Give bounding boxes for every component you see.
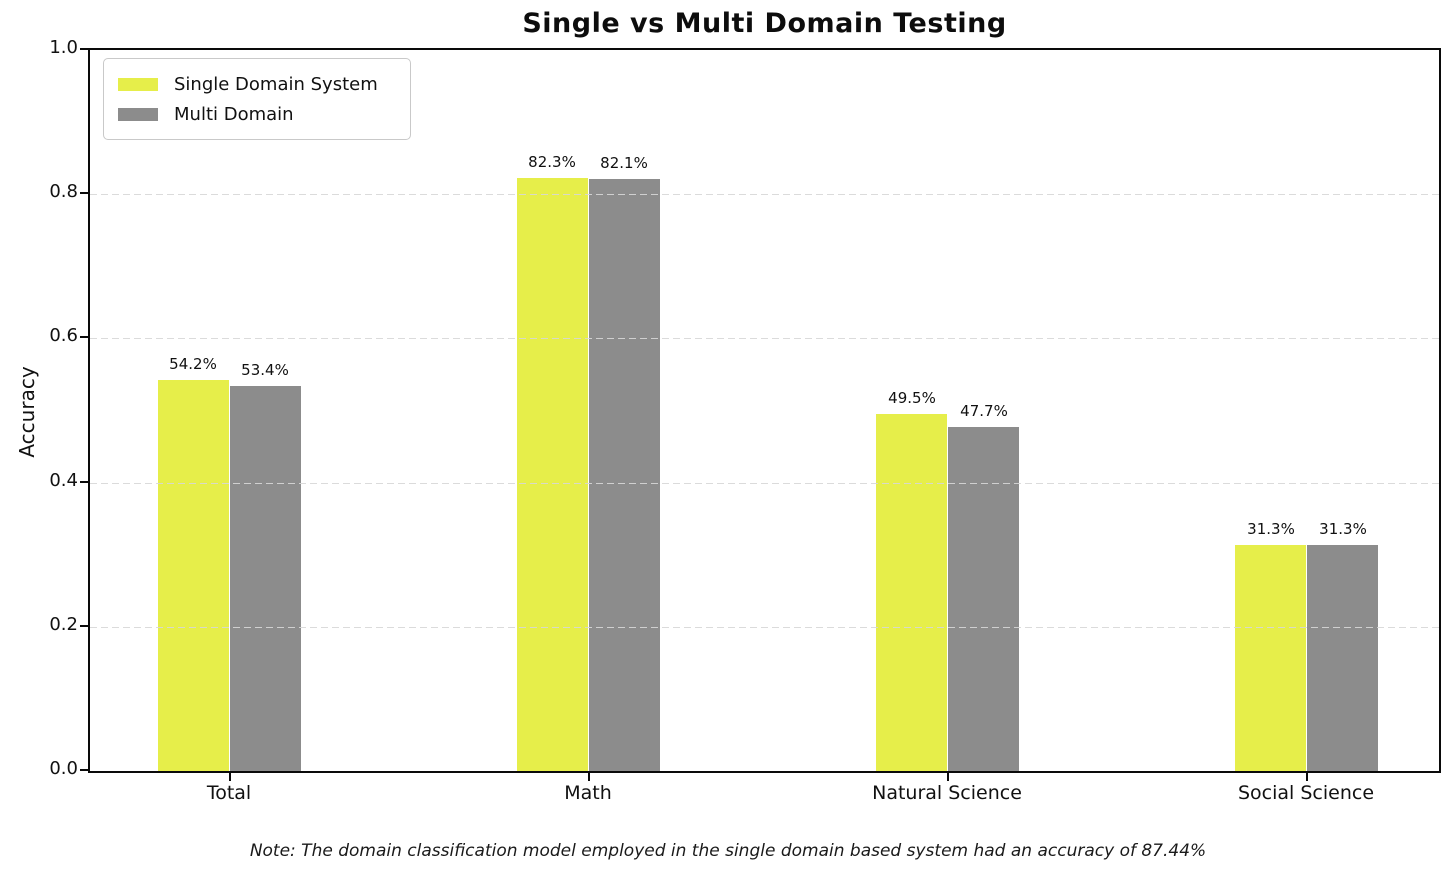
bar-multi-domain [1307,545,1378,771]
bar-value-label: 53.4% [241,361,289,379]
bar-value-label: 31.3% [1247,520,1295,538]
legend: Single Domain System Multi Domain [103,58,411,140]
y-tick-mark [80,769,88,771]
y-tick-mark [80,336,88,338]
legend-row: Single Domain System [118,69,398,99]
bar-single-domain [158,380,229,771]
y-tick-label: 0.8 [49,181,78,202]
bar-single-domain [1235,545,1306,771]
bar-multi-domain [948,427,1019,771]
legend-label-multi-domain: Multi Domain [174,103,294,125]
plot-area: Single Domain System Multi Domain 54.2% 5… [88,48,1441,773]
y-tick-mark [80,192,88,194]
bar-value-label: 82.3% [528,153,576,171]
legend-swatch-multi-domain [118,107,158,121]
x-tick-label: Total [206,782,252,804]
bar-value-label: 47.7% [960,402,1008,420]
bar-value-label: 49.5% [888,389,936,407]
y-tick-label: 1.0 [49,37,78,58]
x-tick-label: Natural Science [872,782,1022,804]
y-gridline [90,338,1439,339]
x-tick-mark [588,773,590,781]
y-tick-label: 0.0 [49,758,78,779]
chart-title: Single vs Multi Domain Testing [522,8,1007,39]
legend-row: Multi Domain [118,99,398,129]
x-tick-mark [947,773,949,781]
bar-multi-domain [589,179,660,771]
x-tick-mark [229,773,231,781]
y-tick-mark [80,48,88,50]
bar-single-domain [517,178,588,771]
y-gridline [90,194,1439,195]
x-tick-label: Math [564,782,612,804]
y-tick-mark [80,481,88,483]
y-tick-label: 0.4 [49,470,78,491]
bar-multi-domain [230,386,301,771]
x-tick-label: Social Science [1237,782,1375,804]
figure-note: Note: The domain classification model em… [249,841,1207,861]
y-tick-label: 0.2 [49,614,78,635]
bar-value-label: 82.1% [600,154,648,172]
bar-value-label: 54.2% [169,355,217,373]
bar-single-domain [876,414,947,771]
x-tick-mark [1306,773,1308,781]
legend-swatch-single-domain [118,77,158,91]
legend-label-single-domain: Single Domain System [174,73,378,95]
y-tick-label: 0.6 [49,325,78,346]
y-axis-label: Accuracy [15,366,39,458]
y-tick-mark [80,625,88,627]
bar-value-label: 31.3% [1319,520,1367,538]
